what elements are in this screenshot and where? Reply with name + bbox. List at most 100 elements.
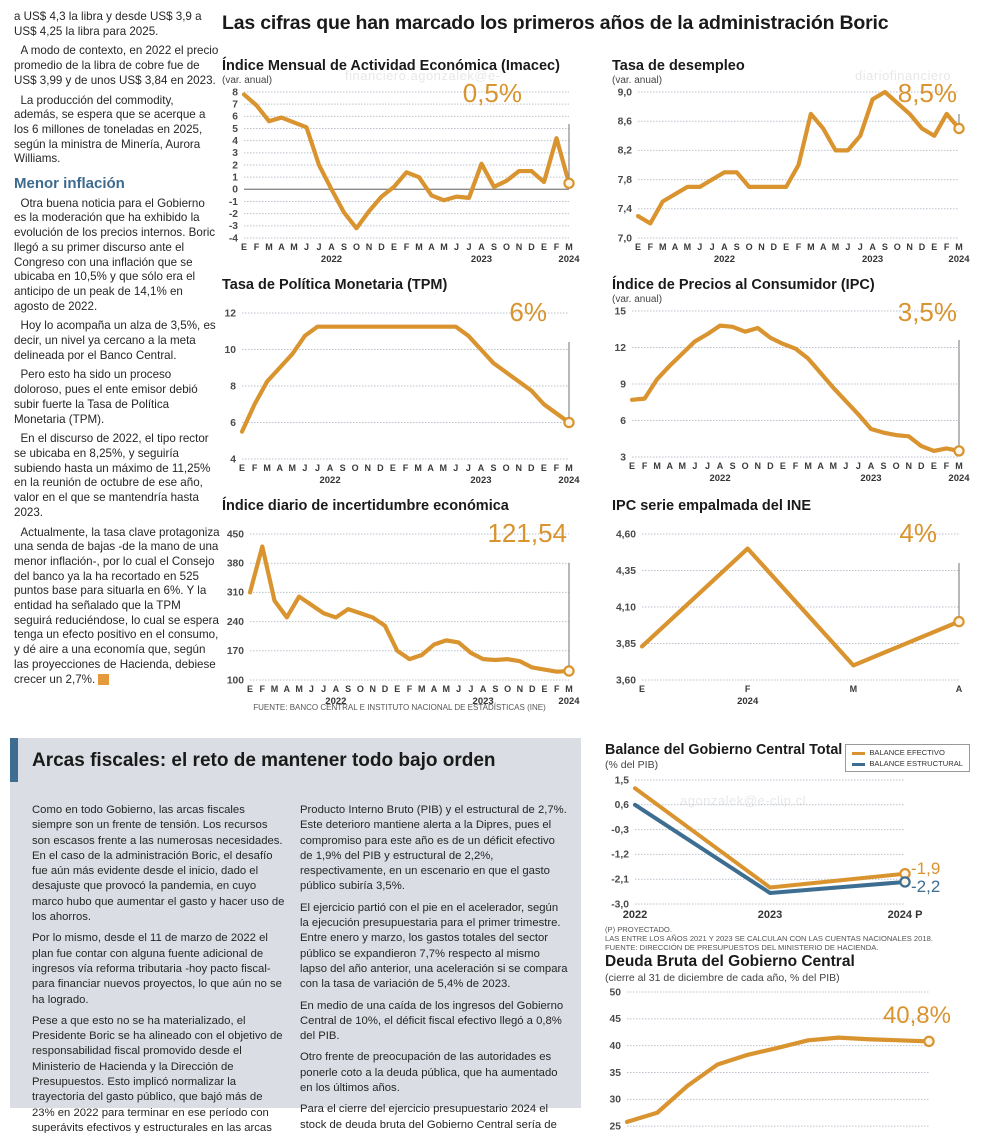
svg-text:F: F xyxy=(554,684,560,694)
svg-text:F: F xyxy=(642,461,648,471)
svg-text:D: D xyxy=(528,463,535,473)
svg-text:S: S xyxy=(882,242,888,252)
svg-text:J: J xyxy=(710,242,715,252)
svg-text:M: M xyxy=(804,461,812,471)
svg-text:M: M xyxy=(850,684,858,694)
svg-text:M: M xyxy=(679,461,687,471)
svg-text:2024: 2024 xyxy=(948,473,970,484)
svg-text:15: 15 xyxy=(615,306,627,317)
svg-text:E: E xyxy=(391,242,397,252)
svg-text:N: N xyxy=(758,242,765,252)
svg-text:F: F xyxy=(407,684,413,694)
svg-text:25: 25 xyxy=(610,1121,622,1132)
svg-text:A: A xyxy=(721,242,728,252)
svg-text:2022: 2022 xyxy=(321,254,342,265)
svg-text:2023: 2023 xyxy=(471,254,492,265)
svg-text:A: A xyxy=(868,461,875,471)
svg-text:E: E xyxy=(931,242,937,252)
svg-text:S: S xyxy=(345,684,351,694)
svg-text:E: E xyxy=(639,684,645,694)
svg-text:450: 450 xyxy=(227,529,244,540)
svg-text:N: N xyxy=(516,242,523,252)
svg-text:A: A xyxy=(278,242,285,252)
svg-text:-0,3: -0,3 xyxy=(611,825,629,836)
svg-text:J: J xyxy=(468,684,473,694)
svg-text:A: A xyxy=(478,463,485,473)
svg-text:D: D xyxy=(382,684,389,694)
svg-text:M: M xyxy=(271,684,279,694)
svg-text:E: E xyxy=(783,242,789,252)
svg-text:O: O xyxy=(742,461,749,471)
svg-text:2024: 2024 xyxy=(558,254,580,265)
svg-text:J: J xyxy=(309,684,314,694)
svg-text:M: M xyxy=(440,242,448,252)
svg-text:40: 40 xyxy=(610,1041,622,1052)
svg-text:7,8: 7,8 xyxy=(618,175,633,186)
svg-text:J: J xyxy=(697,242,702,252)
svg-text:D: D xyxy=(767,461,774,471)
svg-text:A: A xyxy=(869,242,876,252)
svg-text:A: A xyxy=(672,242,679,252)
svg-text:M: M xyxy=(418,684,426,694)
svg-text:1,5: 1,5 xyxy=(615,775,630,786)
svg-text:D: D xyxy=(378,242,385,252)
svg-text:J: J xyxy=(302,463,307,473)
svg-text:M: M xyxy=(565,242,573,252)
svg-text:J: J xyxy=(466,242,471,252)
svg-text:J: J xyxy=(304,242,309,252)
svg-text:A: A xyxy=(480,684,487,694)
svg-text:O: O xyxy=(357,684,364,694)
svg-text:6: 6 xyxy=(620,416,626,427)
svg-text:M: M xyxy=(565,463,573,473)
svg-text:3,60: 3,60 xyxy=(616,675,636,686)
svg-text:M: M xyxy=(439,463,447,473)
svg-text:J: J xyxy=(316,242,321,252)
svg-text:J: J xyxy=(454,242,459,252)
svg-text:1: 1 xyxy=(232,172,238,183)
svg-text:6: 6 xyxy=(232,112,238,123)
svg-text:2023: 2023 xyxy=(470,475,491,486)
svg-text:8,6: 8,6 xyxy=(618,117,633,128)
svg-text:O: O xyxy=(503,242,510,252)
svg-text:O: O xyxy=(352,463,359,473)
svg-text:0,6: 0,6 xyxy=(615,800,630,811)
svg-text:A: A xyxy=(327,463,334,473)
svg-text:2023: 2023 xyxy=(860,473,881,484)
svg-text:-2: -2 xyxy=(229,209,238,220)
svg-text:M: M xyxy=(263,463,271,473)
svg-text:N: N xyxy=(515,463,522,473)
svg-text:50: 50 xyxy=(610,987,622,998)
svg-text:2022: 2022 xyxy=(709,473,730,484)
svg-text:E: E xyxy=(635,242,641,252)
svg-text:F: F xyxy=(254,242,260,252)
svg-text:M: M xyxy=(955,461,963,471)
svg-text:D: D xyxy=(377,463,384,473)
svg-text:S: S xyxy=(730,461,736,471)
svg-text:E: E xyxy=(780,461,786,471)
svg-text:7,0: 7,0 xyxy=(618,233,633,244)
svg-text:A: A xyxy=(276,463,283,473)
svg-text:M: M xyxy=(684,242,692,252)
svg-text:E: E xyxy=(629,461,635,471)
svg-text:S: S xyxy=(881,461,887,471)
svg-text:4,35: 4,35 xyxy=(616,566,636,577)
svg-text:M: M xyxy=(265,242,273,252)
svg-text:35: 35 xyxy=(610,1068,622,1079)
svg-text:240: 240 xyxy=(227,617,244,628)
svg-text:3,85: 3,85 xyxy=(616,639,636,650)
svg-text:F: F xyxy=(554,242,560,252)
svg-text:2024: 2024 xyxy=(737,696,759,707)
svg-text:4: 4 xyxy=(230,454,236,465)
svg-text:100: 100 xyxy=(227,675,244,686)
svg-text:D: D xyxy=(771,242,778,252)
svg-text:E: E xyxy=(931,461,937,471)
svg-text:M: M xyxy=(807,242,815,252)
svg-text:F: F xyxy=(260,684,266,694)
svg-text:J: J xyxy=(856,461,861,471)
svg-text:F: F xyxy=(944,242,950,252)
svg-text:F: F xyxy=(252,463,258,473)
svg-text:2022: 2022 xyxy=(623,909,647,921)
svg-text:A: A xyxy=(956,684,963,694)
svg-text:E: E xyxy=(247,684,253,694)
svg-text:2024: 2024 xyxy=(558,696,580,707)
